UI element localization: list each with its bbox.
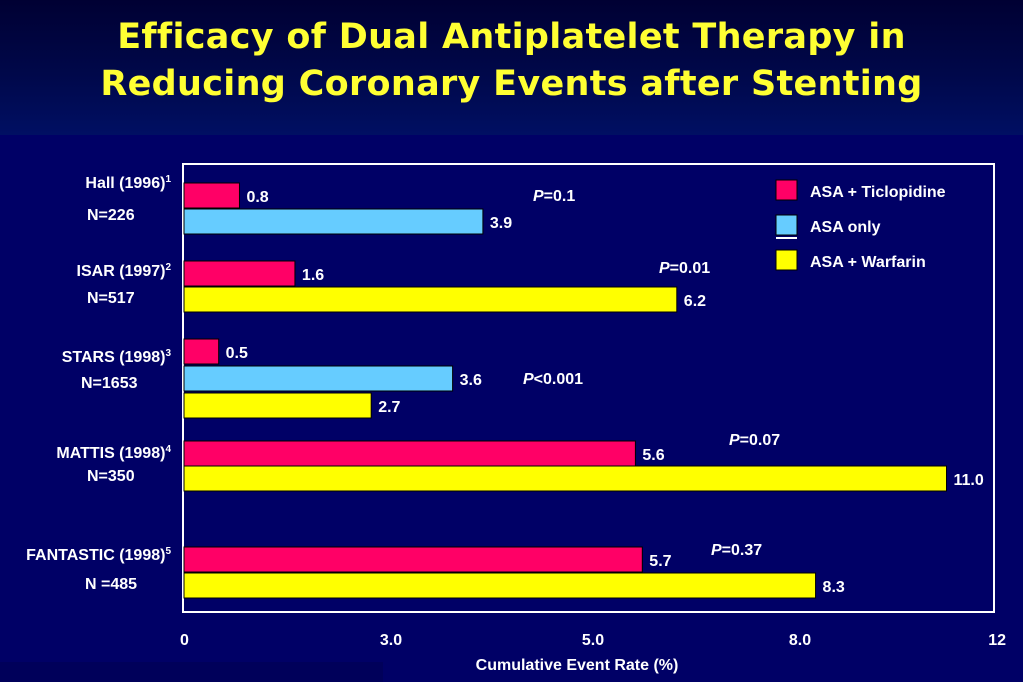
bar-ticlopidine xyxy=(183,260,296,287)
bar-value-label: 0.8 xyxy=(246,189,268,206)
x-tick-label: 0 xyxy=(180,632,189,649)
study-name-label: ISAR (1997)2 xyxy=(77,262,172,280)
study-reference-superscript: 5 xyxy=(165,546,171,557)
x-tick-label: 12 xyxy=(988,632,1006,649)
x-axis: 0 3.0 5.0 8.0 12 Cumulative Event Rate (%) xyxy=(180,632,1006,674)
slide-title: Efficacy of Dual Antiplatelet Therapy in… xyxy=(0,14,1023,108)
bar-ticlopidine xyxy=(183,440,636,467)
title-band xyxy=(0,0,1023,135)
bar-warfarin xyxy=(183,572,817,599)
bar-asa_only xyxy=(183,208,484,235)
legend-swatch-ticlopidine xyxy=(775,179,798,201)
p-symbol: P xyxy=(711,542,722,559)
study-n-label: N =485 xyxy=(85,576,137,593)
x-tick-label: 5.0 xyxy=(582,632,604,649)
bar-asa_only xyxy=(183,365,454,392)
bar-value-label: 8.3 xyxy=(823,579,845,596)
x-axis-title: Cumulative Event Rate (%) xyxy=(476,657,679,674)
x-tick-label: 8.0 xyxy=(789,632,811,649)
p-symbol: P xyxy=(533,188,544,205)
p-symbol: P xyxy=(729,432,740,449)
study-name: STARS (1998) xyxy=(62,349,166,366)
bars-layer: 0.8 3.9 1.6 6.2 0.5 3.6 2.7 5.6 11.0 5.7 8.3 xyxy=(183,182,984,599)
bar-value-label: 2.7 xyxy=(378,399,400,416)
bar-value-label: 11.0 xyxy=(954,472,984,489)
legend-label-warfarin: ASA + Warfarin xyxy=(810,254,926,271)
study-name: Hall (1996) xyxy=(85,175,165,192)
plot-frame xyxy=(182,163,995,613)
study-n-label: N=1653 xyxy=(81,375,138,392)
bar-ticlopidine xyxy=(183,338,220,365)
study-name-label: Hall (1996)1 xyxy=(85,174,171,192)
study-reference-superscript: 3 xyxy=(165,348,171,359)
bar-value-label: 5.7 xyxy=(649,553,671,570)
bar-ticlopidine xyxy=(183,546,643,573)
p-value: =0.07 xyxy=(740,432,781,449)
study-n-label: N=350 xyxy=(87,468,135,485)
p-value-label: P=0.07 xyxy=(729,432,780,449)
bar-value-label: 3.6 xyxy=(460,372,482,389)
bar-value-label: 5.6 xyxy=(642,447,664,464)
study-name: MATTIS (1998) xyxy=(56,445,165,462)
bar-ticlopidine xyxy=(183,182,240,209)
bar-value-label: 0.5 xyxy=(226,345,248,362)
legend-label-ticlopidine: ASA + Ticlopidine xyxy=(810,184,946,201)
bar-value-label: 1.6 xyxy=(302,267,324,284)
p-symbol: P xyxy=(659,260,670,277)
p-value-label: P=0.1 xyxy=(533,188,575,205)
bar-value-label: 6.2 xyxy=(684,293,706,310)
bar-warfarin xyxy=(183,392,372,419)
study-name: ISAR (1997) xyxy=(77,263,166,280)
p-value: <0.001 xyxy=(534,371,583,388)
study-n-label: N=517 xyxy=(87,290,135,307)
study-reference-superscript: 4 xyxy=(165,444,171,455)
study-reference-superscript: 2 xyxy=(165,262,171,273)
p-value: =0.1 xyxy=(544,188,576,205)
p-value-label: P<0.001 xyxy=(523,371,583,388)
p-value: =0.01 xyxy=(670,260,711,277)
legend-label-asa_only: ASA only xyxy=(810,219,881,236)
study-name-label: STARS (1998)3 xyxy=(62,348,172,366)
study-n-label: N=226 xyxy=(87,207,135,224)
study-name: FANTASTIC (1998) xyxy=(26,547,165,564)
slide-title-line-1: Efficacy of Dual Antiplatelet Therapy in xyxy=(117,17,906,57)
bar-warfarin xyxy=(183,465,947,492)
slide-title-line-2: Reducing Coronary Events after Stenting xyxy=(100,64,923,104)
p-value: =0.37 xyxy=(722,542,763,559)
p-value-label: P=0.37 xyxy=(711,542,762,559)
legend-swatch-warfarin xyxy=(775,249,798,271)
p-symbol: P xyxy=(523,371,534,388)
study-name-label: MATTIS (1998)4 xyxy=(56,444,171,462)
p-value-label: P=0.01 xyxy=(659,260,710,277)
bar-warfarin xyxy=(183,286,678,313)
footer-strip xyxy=(0,662,383,682)
study-reference-superscript: 1 xyxy=(165,174,171,185)
study-name-label: FANTASTIC (1998)5 xyxy=(26,546,171,564)
x-tick-label: 3.0 xyxy=(380,632,402,649)
bar-value-label: 3.9 xyxy=(490,215,512,232)
legend: ASA + Ticlopidine ASA only ASA + Warfarin xyxy=(775,179,946,271)
legend-swatch-asa_only xyxy=(775,214,798,236)
